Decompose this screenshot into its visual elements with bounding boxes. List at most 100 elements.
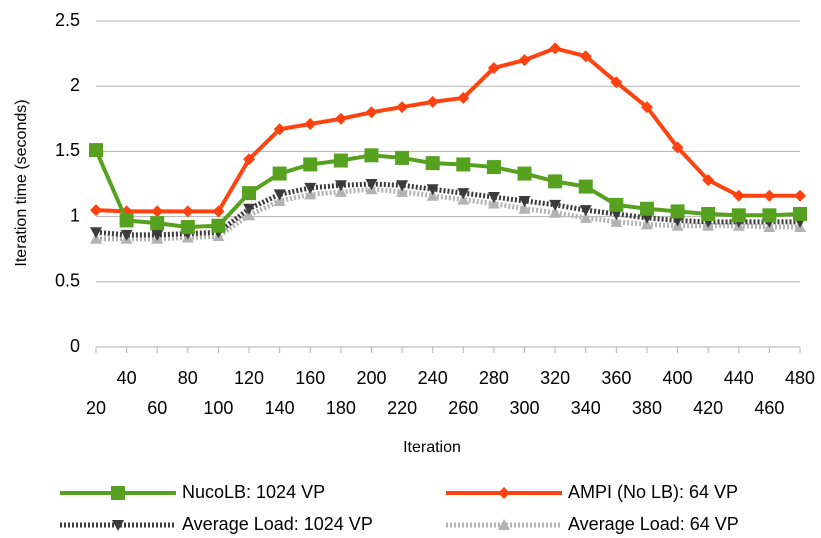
data-point-ampi <box>763 189 776 202</box>
data-point-ampi <box>640 101 653 114</box>
data-point-ampi <box>457 91 470 104</box>
data-point-nucolb <box>150 216 165 231</box>
data-point-nucolb <box>119 213 134 228</box>
x-tick-label: 440 <box>724 368 754 388</box>
data-point-avg-1024 <box>151 229 164 241</box>
data-point-avg-64 <box>457 193 470 205</box>
data-point-avg-64 <box>610 215 623 227</box>
data-point-avg-1024 <box>487 192 500 204</box>
x-tick-label: 140 <box>265 398 295 418</box>
y-tick-label: 0.5 <box>55 271 80 291</box>
data-point-avg-64 <box>273 194 286 206</box>
data-point-nucolb <box>211 218 226 233</box>
data-point-nucolb <box>670 204 685 219</box>
series-nucolb <box>89 143 807 235</box>
data-point-avg-1024 <box>120 229 133 241</box>
data-point-ampi <box>518 54 531 67</box>
y-axis-label: Iteration time (seconds) <box>13 99 30 266</box>
gridlines <box>96 20 800 348</box>
data-point-avg-64 <box>579 211 592 223</box>
legend-label-avg-64: Average Load: 64 VP <box>568 514 739 534</box>
x-tick-label: 220 <box>387 398 417 418</box>
legend-marker <box>112 519 124 531</box>
data-point-nucolb <box>364 148 379 163</box>
data-point-avg-64 <box>549 206 562 218</box>
x-tick-label: 40 <box>117 368 137 388</box>
chart: 00.511.522.5 204060801001201401601802002… <box>13 10 815 456</box>
x-tick-label: 320 <box>540 368 570 388</box>
legend-symbol-avg-1024 <box>60 519 176 531</box>
data-point-nucolb <box>486 160 501 175</box>
x-tick-label: 260 <box>448 398 478 418</box>
data-point-nucolb <box>180 220 195 235</box>
data-point-avg-1024 <box>518 195 531 207</box>
series-line-nucolb <box>94 149 801 230</box>
data-point-ampi <box>273 123 286 136</box>
data-point-nucolb <box>609 197 624 212</box>
data-point-ampi <box>426 95 439 108</box>
data-point-avg-1024 <box>304 182 317 194</box>
data-point-ampi <box>365 106 378 119</box>
data-point-ampi <box>794 189 806 202</box>
legend-label-nucolb: NucoLB: 1024 VP <box>182 482 326 502</box>
data-point-avg-64 <box>487 197 500 209</box>
data-point-avg-64 <box>640 218 653 230</box>
data-point-nucolb <box>456 157 471 172</box>
series-line-ampi <box>95 46 800 214</box>
x-tick-label: 20 <box>86 398 106 418</box>
x-tick-label: 80 <box>178 368 198 388</box>
data-point-avg-1024 <box>457 188 470 200</box>
legend-label-ampi: AMPI (No LB): 64 VP <box>568 482 739 502</box>
data-point-nucolb <box>701 206 716 221</box>
x-tick-label: 340 <box>571 398 601 418</box>
data-point-ampi <box>579 50 592 63</box>
data-point-avg-64 <box>304 188 317 200</box>
data-point-avg-64 <box>334 185 347 197</box>
data-point-avg-1024 <box>549 199 562 211</box>
y-tick-label: 0 <box>70 336 80 356</box>
legend-item-ampi: AMPI (No LB): 64 VP <box>446 482 738 503</box>
data-point-avg-64 <box>90 232 102 244</box>
data-point-avg-64 <box>243 209 256 221</box>
data-point-ampi <box>151 205 164 218</box>
legend-symbol-avg-64 <box>446 518 562 530</box>
data-point-nucolb <box>517 166 532 181</box>
data-point-ampi <box>334 112 347 125</box>
x-tick-label: 120 <box>234 368 264 388</box>
y-tick-label: 1.5 <box>55 140 80 160</box>
series-line-avg-64 <box>96 186 800 242</box>
x-tick-label: 420 <box>693 398 723 418</box>
data-point-ampi <box>181 205 194 218</box>
y-axis-ticks: 0 0.5 1 1.5 2 2.5 <box>55 10 80 356</box>
series-ampi <box>90 42 806 218</box>
data-point-avg-1024 <box>90 227 102 239</box>
x-tick-label: 280 <box>479 368 509 388</box>
data-point-nucolb <box>578 179 593 194</box>
data-point-avg-1024 <box>426 184 439 196</box>
y-tick-label: 2 <box>70 75 80 95</box>
x-axis: 20 40 60 8010012014016018020022024026028030… <box>86 346 815 418</box>
data-point-avg-64 <box>518 202 531 214</box>
data-point-avg-1024 <box>365 179 378 190</box>
x-tick-label: 400 <box>663 368 693 388</box>
legend-item-avg-64: Average Load: 64 VP <box>446 514 739 535</box>
y-tick-label: 1 <box>70 205 80 225</box>
data-point-ampi <box>671 141 684 154</box>
legend-item-avg-1024: Average Load: 1024 VP <box>60 514 373 535</box>
data-point-ampi <box>549 42 562 55</box>
data-point-nucolb <box>793 206 807 221</box>
data-point-avg-1024 <box>396 180 409 192</box>
y-tick-label: 2.5 <box>55 10 80 30</box>
x-tick-label: 240 <box>418 368 448 388</box>
x-tick-label: 480 <box>785 368 815 388</box>
legend: NucoLB: 1024 VP AMPI (No LB): 64 VP Aver… <box>0 478 821 538</box>
data-point-avg-1024 <box>243 203 256 215</box>
x-tick-label: 360 <box>601 368 631 388</box>
data-point-nucolb <box>303 157 318 172</box>
legend-item-nucolb: NucoLB: 1024 VP <box>60 482 325 503</box>
data-point-ampi <box>304 118 317 131</box>
legend-symbol-nucolb <box>60 485 176 500</box>
legend-symbol-ampi <box>446 486 562 499</box>
data-point-nucolb <box>89 143 103 158</box>
series-lines <box>89 42 807 244</box>
